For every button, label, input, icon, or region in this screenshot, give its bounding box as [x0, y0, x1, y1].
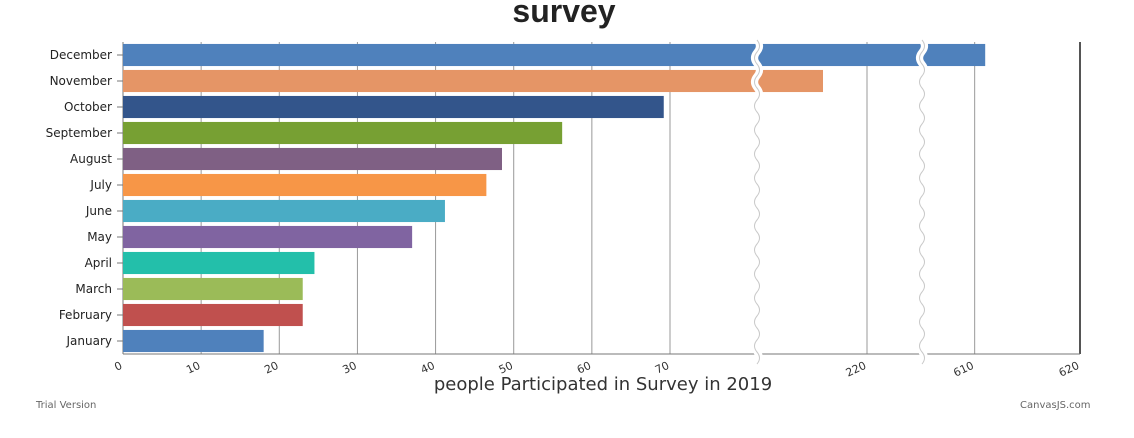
category-label-august: August	[70, 152, 112, 166]
bar-december	[123, 43, 986, 67]
category-label-january: January	[66, 334, 113, 348]
x-tick-label: 620	[1057, 359, 1082, 380]
bar-september	[123, 121, 563, 145]
x-tick-label: 50	[497, 359, 515, 377]
x-tick-label: 60	[575, 359, 593, 377]
category-label-february: February	[59, 308, 112, 322]
x-tick-label: 40	[419, 359, 437, 377]
chart-title: survey	[512, 0, 615, 29]
bar-july	[123, 173, 487, 197]
bar-april	[123, 251, 315, 275]
bar-august	[123, 147, 502, 171]
x-tick-label: 610	[951, 359, 976, 380]
x-tick-label: 10	[184, 359, 202, 377]
x-tick-label: 30	[341, 359, 359, 377]
scale-breaks	[751, 37, 928, 367]
x-tick-label: 220	[844, 359, 869, 380]
category-labels: January February March April May June July Augu…	[46, 48, 123, 348]
x-tick-label: 0	[112, 359, 124, 374]
bar-november	[123, 69, 823, 93]
category-label-november: November	[50, 74, 112, 88]
category-label-july: July	[89, 178, 112, 192]
bar-june	[123, 199, 445, 223]
canvasjs-credit[interactable]: CanvasJS.com	[1020, 400, 1091, 411]
bar-march	[123, 277, 303, 301]
category-label-april: April	[85, 256, 112, 270]
bar-february	[123, 303, 303, 327]
category-label-december: December	[50, 48, 112, 62]
scale-break-outline	[919, 39, 925, 365]
category-label-june: June	[85, 204, 112, 218]
category-label-may: May	[87, 230, 112, 244]
bar-october	[123, 95, 664, 119]
x-axis-title: people Participated in Survey in 2019	[434, 374, 772, 395]
x-tick-label: 20	[262, 359, 280, 377]
bar-january	[123, 329, 264, 353]
x-tick-label: 70	[653, 359, 671, 377]
scale-break-outline	[754, 39, 760, 365]
bar-may	[123, 225, 413, 249]
bars	[123, 43, 986, 353]
category-label-october: October	[64, 100, 112, 114]
trial-version-label: Trial Version	[36, 400, 97, 411]
category-label-march: March	[75, 282, 112, 296]
category-label-september: September	[46, 126, 112, 140]
